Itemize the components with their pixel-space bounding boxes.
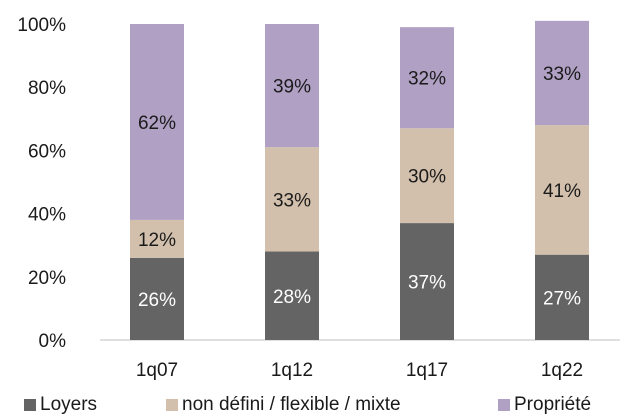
bar-segment-1q17-2 bbox=[400, 128, 454, 224]
legend-item-propriete: Propriété bbox=[498, 394, 591, 416]
bar-segment-1q07-1 bbox=[130, 257, 184, 340]
bar-segment-1q22-2 bbox=[535, 125, 589, 255]
bar-segment-1q22-3 bbox=[535, 20, 589, 126]
stacked-bar-chart: 0% 20% 40% 60% 80% 100% 26% 12% 62% 28% 33% 39% 37%… bbox=[17, 15, 620, 381]
data-label-1q12-3: 39% bbox=[273, 77, 311, 98]
data-label-1q17-3: 32% bbox=[408, 69, 446, 90]
y-tick-label: 0% bbox=[39, 331, 67, 352]
bar-segment-1q12-2 bbox=[265, 147, 319, 252]
legend-swatch-propriete bbox=[498, 399, 510, 411]
legend-label-loyers: Loyers bbox=[40, 394, 98, 415]
legend-label-propriete: Propriété bbox=[514, 394, 592, 415]
bar-segment-1q17-1 bbox=[400, 223, 454, 340]
x-tick-label: 1q12 bbox=[271, 360, 313, 381]
y-tick-label: 100% bbox=[17, 15, 66, 36]
bar-segment-1q22-1 bbox=[535, 254, 589, 340]
data-label-1q12-2: 33% bbox=[273, 190, 311, 211]
x-tick-label: 1q22 bbox=[541, 360, 583, 381]
legend-swatch-non-defini bbox=[166, 399, 178, 411]
x-axis-ticks: 1q07 1q12 1q17 1q22 bbox=[136, 360, 583, 381]
data-label-1q22-3: 33% bbox=[543, 64, 581, 85]
y-axis-ticks: 0% 20% 40% 60% 80% 100% bbox=[17, 15, 66, 352]
legend-label-non-defini: non défini / flexible / mixte bbox=[182, 394, 401, 415]
data-label-1q17-1: 37% bbox=[408, 273, 446, 294]
bar-segment-1q12-3 bbox=[265, 24, 319, 148]
data-label-1q22-1: 27% bbox=[543, 288, 581, 309]
x-tick-label: 1q07 bbox=[136, 360, 178, 381]
legend: Loyers non défini / flexible / mixte Pro… bbox=[0, 394, 625, 419]
legend-swatch-loyers bbox=[24, 399, 36, 411]
bar-segment-1q07-2 bbox=[130, 219, 184, 258]
data-label-1q07-2: 12% bbox=[138, 230, 176, 251]
y-tick-label: 80% bbox=[28, 78, 66, 99]
data-label-1q22-2: 41% bbox=[543, 181, 581, 202]
y-tick-label: 20% bbox=[28, 268, 66, 289]
bar-segment-1q12-1 bbox=[265, 251, 319, 340]
bars-group: 26% 12% 62% 28% 33% 39% 37% 30% 32% 27% 41% 33% bbox=[130, 20, 589, 340]
data-label-1q07-1: 26% bbox=[138, 290, 176, 311]
data-label-1q17-2: 30% bbox=[408, 167, 446, 188]
x-tick-label: 1q17 bbox=[406, 360, 448, 381]
data-label-1q12-1: 28% bbox=[273, 287, 311, 308]
legend-item-non-defini: non défini / flexible / mixte bbox=[166, 394, 401, 416]
y-tick-label: 60% bbox=[28, 141, 66, 162]
data-label-1q07-3: 62% bbox=[138, 113, 176, 134]
bar-segment-1q17-3 bbox=[400, 27, 454, 129]
legend-item-loyers: Loyers bbox=[24, 394, 97, 416]
bar-segment-1q07-3 bbox=[130, 24, 184, 220]
y-tick-label: 40% bbox=[28, 205, 66, 226]
